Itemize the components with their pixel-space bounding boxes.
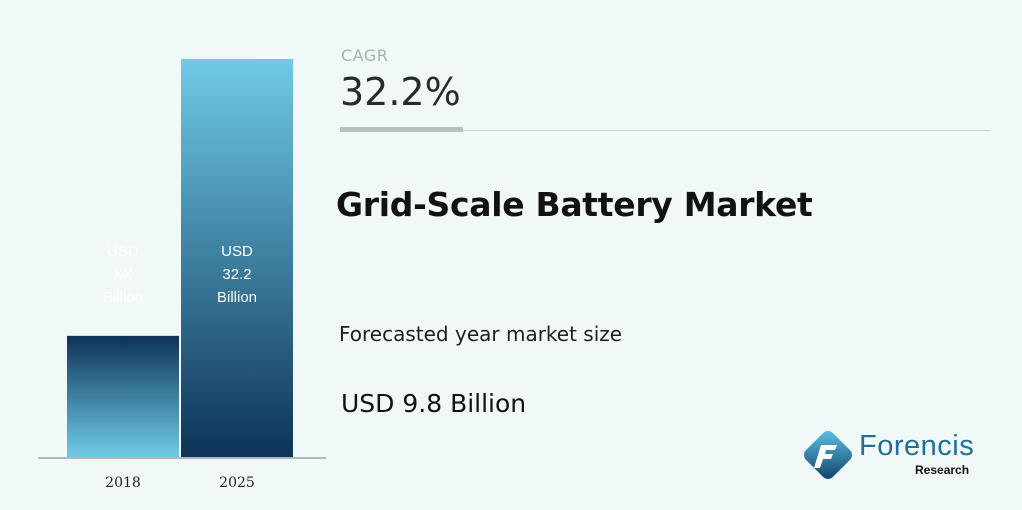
logo-name: Forencis bbox=[859, 430, 975, 462]
market-size-bar-chart: USD XX Billion USD 32.2 Billion 2018 2025 bbox=[38, 58, 326, 491]
logo-sub: Research bbox=[915, 463, 970, 477]
bar-label-2025-line-3: Billion bbox=[217, 289, 257, 306]
bar-label-2025-line-2: 32.2 bbox=[222, 266, 251, 283]
cagr-divider-accent bbox=[340, 127, 463, 132]
forecast-value: USD 9.8 Billion bbox=[341, 389, 527, 418]
bar-2025 bbox=[181, 58, 293, 457]
cagr-value: 32.2% bbox=[340, 70, 461, 114]
forencis-logo-icon bbox=[804, 431, 852, 479]
bar-2018 bbox=[67, 335, 179, 457]
bar-label-2018-line-3: Billion bbox=[103, 289, 143, 306]
page-title: Grid-Scale Battery Market bbox=[336, 185, 813, 224]
forecast-label: Forecasted year market size bbox=[339, 322, 623, 346]
cagr-divider bbox=[340, 130, 990, 131]
bar-label-2025-line-1: USD bbox=[221, 243, 253, 260]
forencis-logo: Forencis Research bbox=[801, 428, 981, 484]
cagr-label: CAGR bbox=[341, 46, 389, 65]
bar-label-2018-line-2: XX bbox=[113, 266, 133, 283]
x-tick-2025: 2025 bbox=[219, 475, 255, 491]
bar-label-2018-line-1: USD bbox=[107, 243, 139, 260]
x-tick-2018: 2018 bbox=[105, 475, 141, 491]
